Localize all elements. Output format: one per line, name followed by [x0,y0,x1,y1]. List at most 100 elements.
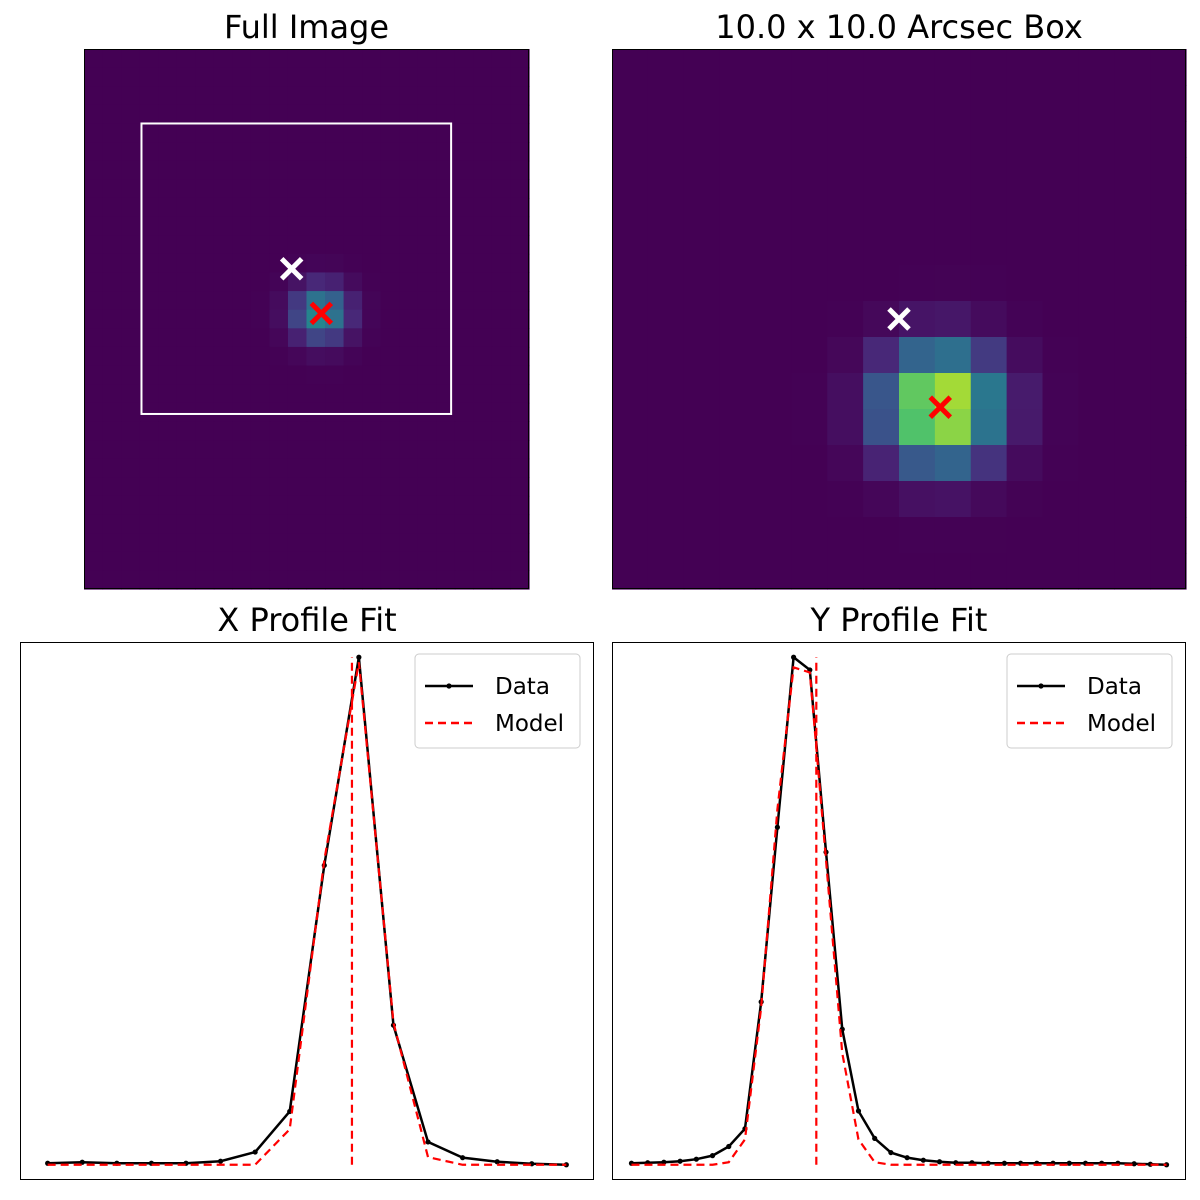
full-pixel [362,551,382,571]
full-pixel [250,514,271,534]
box-pixel [755,337,792,374]
box-pixel [863,553,900,590]
full-pixel [102,253,122,274]
box-pixel [1078,193,1115,230]
full-pixel [176,514,196,534]
yprof-data-point [1001,1160,1007,1166]
box-pixel [1042,265,1079,302]
full-guess-marker [279,256,304,281]
full-pixel [343,216,363,236]
full-pixel [436,104,456,125]
full-pixel [399,421,419,441]
x-profile-plot: Data Model [20,642,594,1180]
full-pixel [232,123,252,143]
box-pixel [899,445,936,482]
full-pixel [84,123,104,143]
full-pixel [510,570,530,590]
full-pixel [287,328,308,348]
box-pixel [791,337,828,374]
box-pixel [719,373,757,410]
full-pixel [325,384,345,404]
full-pixel [325,365,345,385]
box-pixel [1150,409,1187,446]
box-pixel [683,553,721,590]
full-pixel [399,328,419,348]
box-guess-marker-stroke-b [887,307,911,331]
full-pixel [102,346,122,367]
full-pixel [380,49,400,69]
box-pixel [612,409,649,446]
full-pixel [195,328,215,348]
box-pixel [1150,49,1187,86]
full-pixel [232,160,252,180]
full-pixel [213,142,233,162]
full-pixel [417,142,437,162]
full-pixel [454,346,474,367]
full-pixel [269,235,289,255]
full-pixel [325,328,345,348]
full-pixel [325,477,345,497]
box-pixel [1150,193,1187,230]
xprof-data-point [356,654,362,660]
full-pixel [417,309,437,329]
full-pixel [362,197,382,218]
full-pixel [380,104,400,125]
yprof-data-point [936,1159,943,1165]
full-pixel [491,272,512,292]
box-pixel [1114,337,1151,374]
full-pixel [213,346,233,367]
box-pixel [1042,373,1079,410]
full-pixel [176,458,196,478]
box-pixel [647,49,685,86]
arcsec-box-panel [612,49,1187,590]
full-pixel [417,67,437,87]
yprof-legend: Data Model [1006,653,1173,749]
full-pixel [436,365,456,385]
full-pixel [510,123,530,143]
full-pixel [84,67,104,87]
full-pixel [362,309,382,329]
box-pixel [791,301,828,338]
full-pixel [362,291,382,311]
full-pixel [436,458,456,478]
full-pixel [491,142,512,162]
box-pixel [1078,229,1115,266]
full-pixel [176,328,196,348]
full-pixel [121,346,141,367]
full-pixel [491,179,512,199]
full-pixel [158,160,178,180]
full-pixel [417,328,437,348]
full-pixel [417,384,437,404]
full-pixel [473,235,493,255]
full-pixel [306,328,326,348]
full-pixel [417,421,437,441]
full-pixel [491,67,512,87]
full-pixel [436,291,456,311]
box-pixel [899,85,936,122]
full-pixel [84,309,104,329]
full-pixel [473,365,493,385]
full-pixel [306,216,326,236]
full-pixel [176,179,196,199]
full-pixel [158,495,178,516]
full-pixel [232,365,252,385]
box-pixel [612,157,649,194]
box-pixel [791,157,828,194]
box-pixel [791,265,828,302]
yprof-data-line [631,654,1167,1167]
box-pixel [970,85,1008,122]
box-pixel [791,85,828,122]
full-pixel [195,142,215,162]
box-pixel [1114,481,1151,518]
full-pixel [121,328,141,348]
full-pixel [362,272,382,292]
box-pixel [934,49,972,86]
full-pixel [213,495,233,516]
box-pixel [683,445,721,482]
box-pixel [934,409,972,446]
full-pixel [176,384,196,404]
full-pixel [491,235,512,255]
box-pixel [1114,49,1151,86]
full-pixel [287,495,308,516]
full-pixel [139,421,159,441]
